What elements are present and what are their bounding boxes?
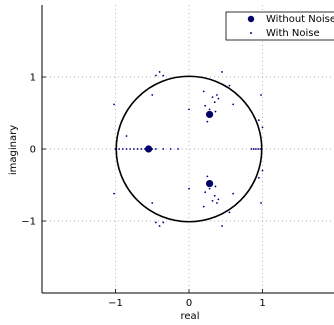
clean-point-1	[205, 110, 214, 119]
y-tick-label-2: 1	[30, 73, 36, 84]
legend-marker-without-noise	[247, 15, 255, 23]
noise-point-22	[125, 135, 128, 137]
noise-point-43	[202, 205, 205, 208]
clean-point-0	[144, 145, 153, 153]
noise-point-27	[151, 202, 154, 204]
noise-point-42	[206, 120, 209, 123]
noise-point-62	[261, 169, 264, 172]
noise-point-7	[140, 148, 143, 150]
legend-label-without-noise: Without Noise	[266, 14, 334, 25]
noise-point-49	[217, 198, 220, 201]
noise-point-11	[155, 148, 157, 150]
legend: Without Noise With Noise	[225, 11, 334, 41]
noise-point-54	[228, 84, 231, 87]
noise-point-60	[260, 202, 262, 204]
noise-point-4	[129, 148, 132, 150]
noise-point-26	[162, 74, 165, 77]
noise-point-12	[162, 148, 165, 150]
legend-box	[225, 11, 334, 41]
noise-point-63	[232, 103, 235, 106]
noise-point-31	[188, 108, 190, 111]
noise-point-13	[169, 148, 172, 150]
noise-point-15	[250, 148, 253, 150]
noise-point-44	[204, 191, 207, 194]
noise-point-33	[202, 90, 205, 93]
noise-point-46	[211, 199, 214, 202]
noise-point-52	[206, 175, 209, 178]
noise-point-2	[121, 148, 124, 150]
noise-point-14	[177, 148, 179, 150]
noise-point-41	[214, 110, 217, 113]
x-tick-label-0: −1	[108, 298, 123, 309]
noise-point-35	[208, 108, 211, 111]
noise-point-45	[208, 187, 211, 190]
noise-point-21	[113, 192, 115, 195]
noise-point-17	[254, 148, 257, 150]
x-axis-label: real	[181, 311, 200, 322]
noise-point-59	[260, 94, 262, 96]
noise-point-57	[257, 119, 260, 122]
noise-point-56	[228, 211, 231, 214]
noise-point-64	[232, 192, 235, 195]
noise-point-51	[214, 185, 217, 188]
noise-point-16	[252, 148, 255, 150]
noise-point-34	[204, 104, 207, 107]
noise-point-38	[216, 94, 218, 96]
noise-point-28	[155, 221, 157, 224]
y-tick-labels: −1 0 1	[21, 73, 36, 228]
noise-point-6	[136, 148, 139, 150]
legend-label-with-noise: With Noise	[266, 28, 320, 39]
noise-point-47	[213, 194, 216, 197]
noise-point-24	[155, 74, 157, 77]
noise-point-25	[158, 71, 161, 73]
noise-point-3	[125, 148, 128, 150]
y-tick-label-0: −1	[21, 217, 36, 228]
noise-point-5	[132, 148, 135, 150]
noise-point-61	[261, 126, 264, 129]
noise-point-23	[151, 94, 154, 96]
clean-point-2	[205, 179, 214, 188]
y-axis-label: imaginary	[8, 125, 19, 175]
noise-point-37	[213, 101, 216, 104]
series-with-noise	[113, 71, 264, 227]
x-tick-label-2: 1	[259, 298, 265, 309]
noise-point-48	[216, 202, 218, 204]
noise-point-55	[221, 225, 223, 227]
noise-point-32	[188, 187, 190, 190]
noise-point-1	[118, 148, 121, 150]
noise-point-53	[221, 71, 223, 73]
noise-point-20	[113, 103, 115, 106]
series-without-noise	[144, 110, 214, 188]
noise-point-29	[158, 225, 161, 227]
y-tick-label-1: 0	[30, 145, 36, 156]
noise-point-19	[259, 148, 262, 150]
axis-ticks	[42, 76, 263, 293]
noise-point-36	[211, 96, 214, 99]
x-tick-labels: −1 0 1	[108, 298, 266, 309]
noise-point-39	[217, 97, 220, 100]
noise-point-0	[114, 148, 117, 150]
legend-marker-with-noise	[250, 32, 252, 34]
noise-point-30	[162, 221, 165, 224]
x-tick-label-1: 0	[186, 298, 192, 309]
noise-point-18	[257, 148, 259, 150]
noise-point-58	[257, 176, 260, 179]
